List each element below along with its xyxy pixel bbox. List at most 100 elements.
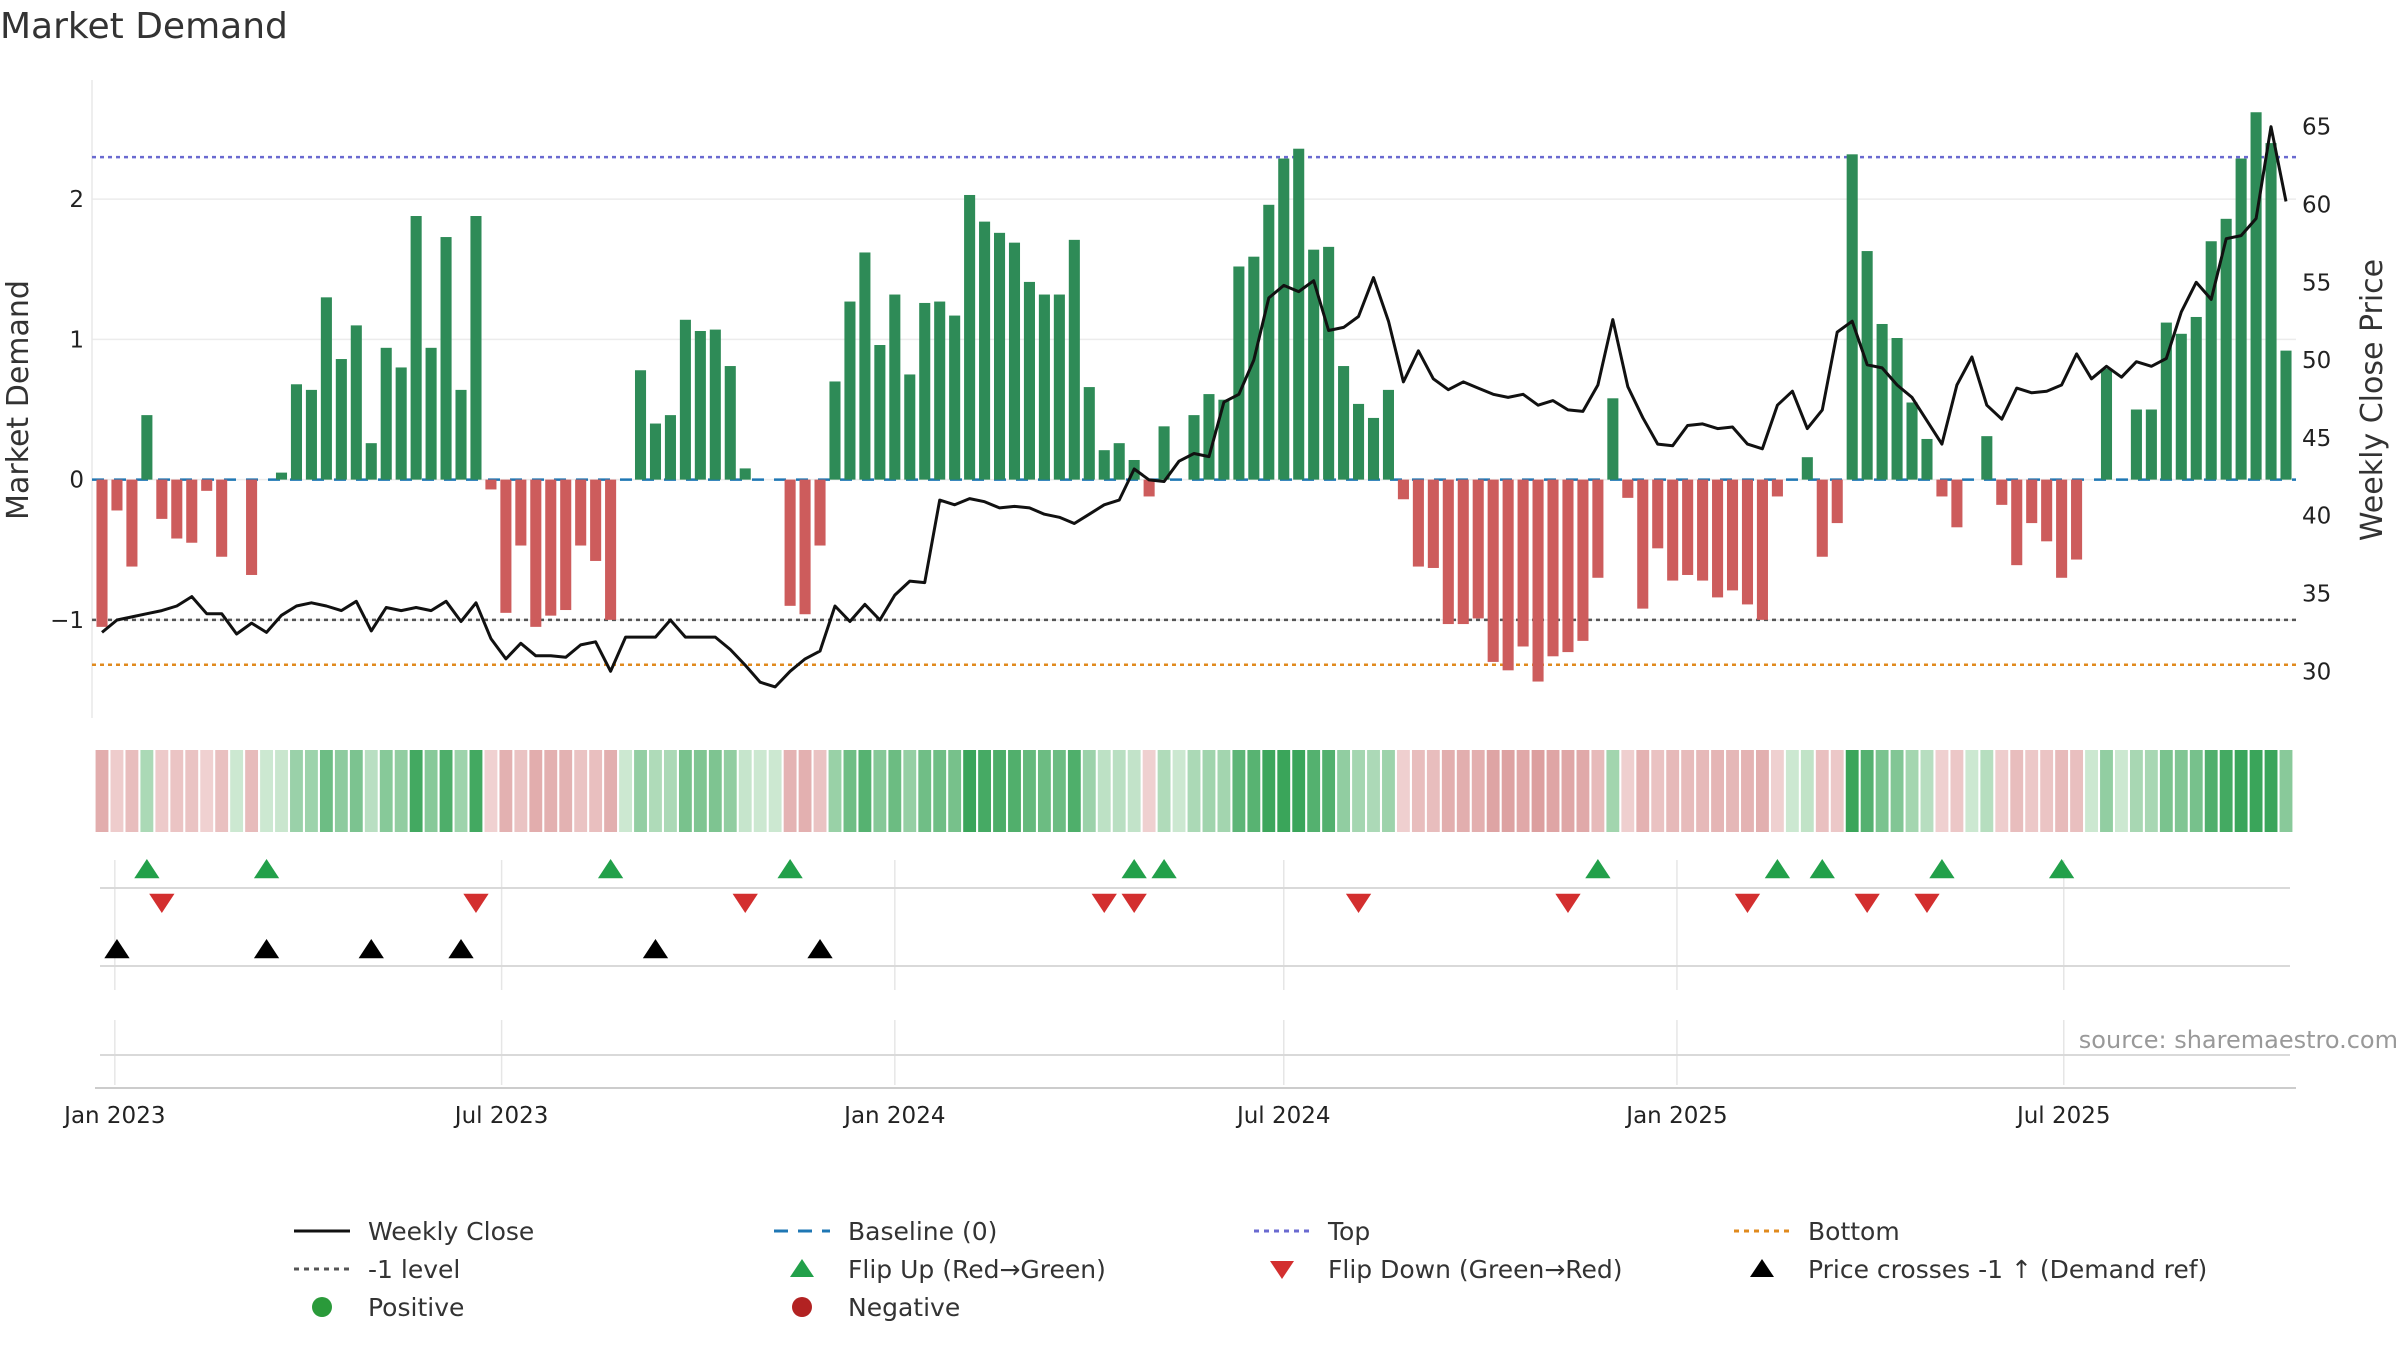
heat-cell: [1756, 750, 1769, 832]
demand-bar: [1801, 457, 1813, 480]
demand-bar: [1218, 399, 1230, 480]
heat-cell: [1411, 750, 1425, 832]
demand-bar: [380, 347, 392, 480]
heat-cell: [2189, 750, 2203, 832]
demand-bar: [1547, 479, 1559, 657]
demand-bar: [1891, 338, 1903, 480]
heat-cell: [125, 750, 139, 832]
heat-cell: [604, 750, 618, 832]
demand-bar: [500, 479, 512, 613]
heat-cell: [1621, 750, 1635, 832]
heat-cell: [559, 750, 573, 832]
demand-bar: [1831, 479, 1843, 524]
demand-bar: [2235, 158, 2247, 480]
legend-triangle-up-icon: [770, 1250, 834, 1288]
heat-cell: [2085, 750, 2098, 832]
y2-tick-label: 65: [2302, 115, 2331, 141]
legend-item: Bottom: [1730, 1212, 1900, 1250]
heat-cell: [1023, 750, 1036, 832]
demand-bar: [2130, 409, 2142, 480]
heat-cell: [409, 750, 423, 832]
demand-bar: [709, 329, 721, 480]
demand-bar: [1113, 443, 1125, 480]
heat-cell: [1471, 750, 1485, 832]
y-axis-title: Market Demand: [1, 280, 36, 520]
heat-cell: [1905, 750, 1919, 832]
demand-bar: [1053, 294, 1065, 480]
flip-up-marker: [1151, 859, 1177, 879]
heat-cell: [1591, 750, 1605, 832]
demand-bars: [96, 112, 2292, 682]
reference-lines: [92, 155, 2296, 666]
heat-cell: [1651, 750, 1665, 832]
x-tick-label: Jul 2024: [1235, 1103, 1331, 1129]
heat-cell: [1516, 750, 1530, 832]
heat-cell: [873, 750, 887, 832]
demand-bar: [335, 359, 347, 480]
y-tick-label: 1: [69, 327, 84, 353]
grid-layer: [91, 80, 2296, 1089]
x-tick-label: Jul 2023: [453, 1103, 549, 1129]
y-tick-label: 0: [69, 468, 84, 494]
demand-bar: [829, 381, 841, 480]
heat-cell: [1067, 750, 1081, 832]
heat-cell: [2070, 750, 2084, 832]
y2-tick-label: 30: [2302, 659, 2331, 685]
heat-cell: [1965, 750, 1979, 832]
heat-cell: [1247, 750, 1261, 832]
heat-cell: [1127, 750, 1141, 832]
demand-bar: [126, 479, 138, 567]
legend-label: Baseline (0): [848, 1216, 998, 1246]
demand-bar: [1532, 479, 1544, 682]
demand-bar: [1158, 426, 1170, 480]
heat-cell: [1800, 750, 1814, 832]
x-tick-label: Jan 2023: [62, 1103, 165, 1129]
heat-cell: [1950, 750, 1964, 832]
flip-up-marker: [2048, 859, 2075, 879]
heat-cell: [439, 750, 453, 832]
heat-cell: [738, 750, 752, 832]
legend-label: Price crosses -1 ↑ (Demand ref): [1808, 1254, 2208, 1284]
demand-bar: [1951, 479, 1963, 528]
demand-bar: [1412, 479, 1424, 567]
price-cross-marker: [807, 939, 833, 959]
heat-cell: [828, 750, 842, 832]
heat-cell: [918, 750, 932, 832]
flip-up-marker: [134, 859, 160, 879]
demand-bar: [1008, 242, 1021, 480]
demand-bar: [1308, 249, 1320, 480]
demand-bar: [1816, 479, 1828, 557]
demand-bar: [2026, 479, 2038, 524]
demand-bar: [664, 415, 676, 480]
price-cross-marker: [642, 939, 669, 959]
heat-cell: [1606, 750, 1620, 832]
demand-bar: [2265, 143, 2277, 480]
demand-bar: [1906, 402, 1918, 480]
demand-bar: [1278, 158, 1290, 480]
heat-cell: [1830, 750, 1844, 832]
heat-cell: [888, 750, 902, 832]
flip-down-marker: [1854, 893, 1880, 913]
demand-bar: [799, 479, 811, 615]
heat-cell: [364, 750, 378, 832]
demand-bar: [934, 301, 946, 480]
demand-bar: [1143, 479, 1155, 497]
y-tick-label: 2: [69, 187, 84, 213]
demand-bar: [1083, 387, 1095, 480]
legend-label: Positive: [368, 1292, 465, 1322]
demand-bar: [515, 479, 527, 546]
legend-dotted-line-icon: [290, 1250, 354, 1288]
demand-bar: [1502, 479, 1514, 671]
demand-bar: [365, 443, 377, 480]
demand-heat-strip: [95, 750, 2293, 832]
heat-cell: [304, 750, 318, 832]
heat-cell: [1262, 750, 1276, 832]
heat-cell: [155, 750, 169, 832]
heat-cell: [394, 750, 408, 832]
demand-bar: [1682, 479, 1694, 575]
x-tick-label: Jan 2024: [842, 1103, 945, 1129]
legend-dashed-line-icon: [770, 1212, 834, 1250]
y-tick-label: −1: [50, 608, 84, 634]
demand-bar: [440, 237, 452, 480]
demand-bar: [395, 367, 407, 480]
